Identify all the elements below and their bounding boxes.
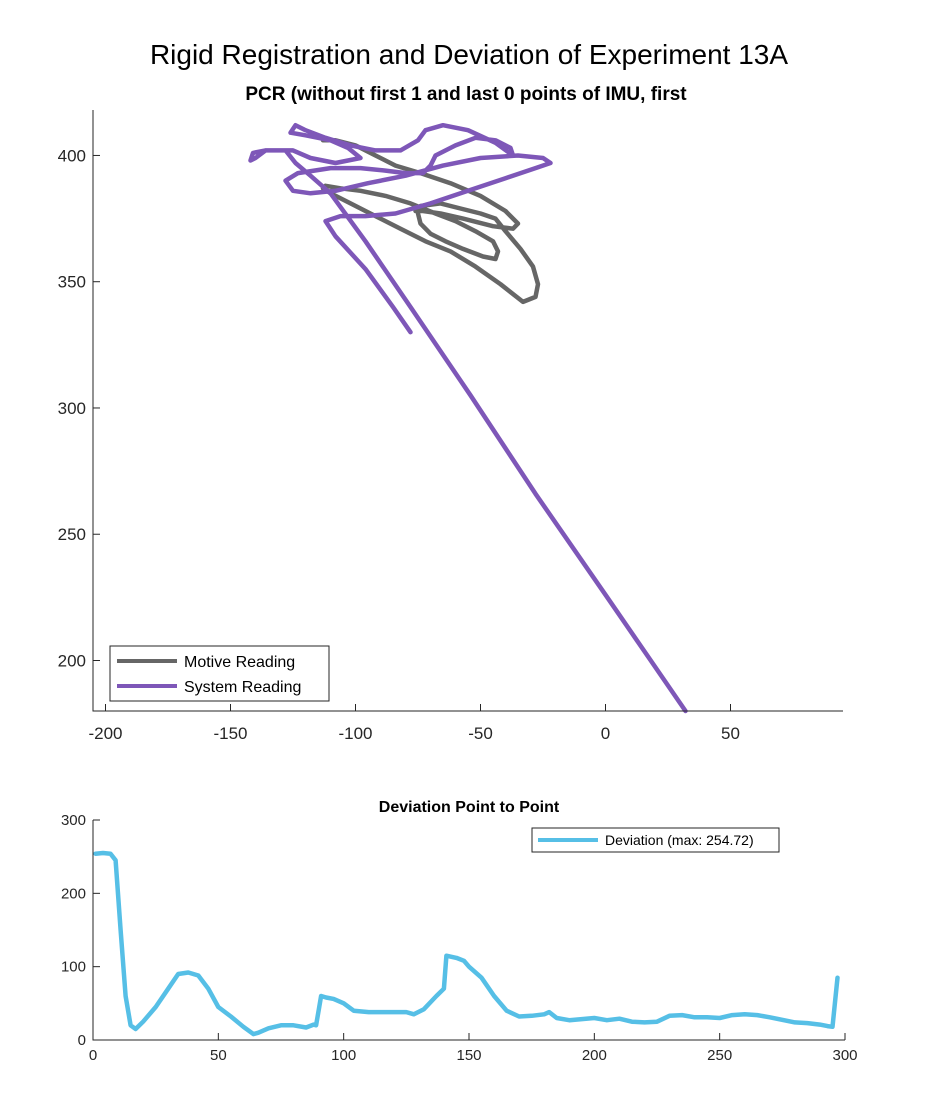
x-tick-label: 50: [210, 1047, 227, 1064]
x-tick-label: 150: [456, 1047, 481, 1064]
x-tick-label: 0: [89, 1047, 97, 1064]
x-tick-label: 300: [832, 1047, 857, 1064]
legend-label-system: System Reading: [184, 679, 301, 696]
series-line-0: [93, 850, 840, 1037]
legend-label-motive: Motive Reading: [184, 654, 295, 671]
x-tick-label: -100: [338, 724, 372, 743]
x-tick-label: 0: [601, 724, 610, 743]
deviation-legend: Deviation (max: 254.72): [531, 827, 780, 853]
deviation-plot: Deviation Point to Point 0 50 100 150 200 250…: [61, 799, 858, 1064]
series-line-0: [320, 138, 541, 305]
figure-title: Rigid Registration and Deviation of Expe…: [150, 39, 788, 70]
trajectory-plot-axes: [92, 110, 843, 712]
legend-label-deviation: Deviation (max: 254.72): [605, 832, 754, 848]
y-tick-label: 250: [58, 525, 86, 544]
y-tick-label: 0: [78, 1032, 86, 1049]
y-tick-label: 350: [58, 273, 86, 292]
trajectory-plot: PCR (without first 1 and last 0 points o…: [58, 84, 843, 743]
y-tick-label: 300: [58, 399, 86, 418]
x-tick-label: 100: [331, 1047, 356, 1064]
y-tick-label: 300: [61, 812, 86, 829]
x-tick-label: -200: [88, 724, 122, 743]
x-tick-label: 200: [582, 1047, 607, 1064]
x-tick-label: 50: [721, 724, 740, 743]
trajectory-legend-box: [109, 645, 330, 702]
x-tick-label: -50: [468, 724, 493, 743]
trajectory-legend: Motive Reading System Reading: [109, 645, 330, 702]
x-tick-label: 250: [707, 1047, 732, 1064]
y-tick-label: 200: [58, 651, 86, 670]
deviation-plot-title: Deviation Point to Point: [379, 799, 560, 816]
x-tick-label: -150: [213, 724, 247, 743]
trajectory-plot-title: PCR (without first 1 and last 0 points o…: [245, 84, 687, 105]
y-tick-label: 400: [58, 146, 86, 165]
y-tick-label: 200: [61, 885, 86, 902]
series-line-1: [248, 122, 688, 714]
y-tick-label: 100: [61, 959, 86, 976]
